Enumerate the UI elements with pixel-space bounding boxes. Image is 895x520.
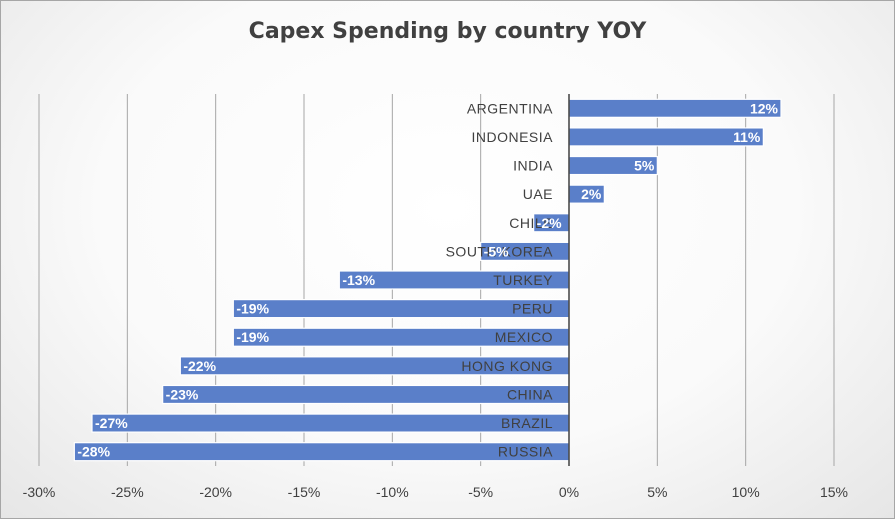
x-tick-label: 10%	[732, 484, 760, 500]
category-label: INDONESIA	[471, 129, 553, 145]
data-label: -2%	[537, 215, 562, 231]
data-label: -22%	[183, 358, 216, 374]
category-label: BRAZIL	[501, 415, 553, 431]
x-tick-label: 5%	[647, 484, 667, 500]
x-tick-label: -5%	[468, 484, 493, 500]
data-label: -27%	[95, 415, 128, 431]
data-label: -19%	[236, 301, 269, 317]
data-label: 12%	[750, 100, 779, 116]
bar	[91, 413, 570, 433]
x-tick-label: -30%	[23, 484, 56, 500]
data-label: -28%	[77, 444, 110, 460]
category-label: UAE	[523, 186, 553, 202]
x-tick-label: 0%	[559, 484, 579, 500]
category-label: HONG KONG	[461, 358, 553, 374]
x-tick-label: -10%	[376, 484, 409, 500]
data-label: 5%	[634, 158, 655, 174]
x-tick-label: -25%	[111, 484, 144, 500]
category-label: TURKEY	[493, 272, 553, 288]
x-tick-label: -15%	[288, 484, 321, 500]
chart-title: Capex Spending by country YOY	[248, 19, 647, 44]
category-label: ARGENTINA	[467, 100, 553, 116]
data-label: 11%	[733, 129, 761, 145]
data-label: 2%	[581, 186, 602, 202]
category-label: CHILE	[509, 215, 553, 231]
category-label: INDIA	[513, 158, 553, 174]
x-tick-label: 15%	[820, 484, 848, 500]
data-label: -19%	[236, 329, 269, 345]
x-tick-label: -20%	[199, 484, 232, 500]
category-label: PERU	[512, 301, 553, 317]
category-label: MEXICO	[495, 329, 553, 345]
category-label: SOUTH KOREA	[446, 243, 554, 259]
bar	[73, 442, 570, 462]
data-label: -5%	[484, 243, 509, 259]
category-label: RUSSIA	[498, 444, 553, 460]
data-label: -13%	[342, 272, 375, 288]
data-label: -23%	[166, 386, 199, 402]
category-label: CHINA	[507, 386, 553, 402]
